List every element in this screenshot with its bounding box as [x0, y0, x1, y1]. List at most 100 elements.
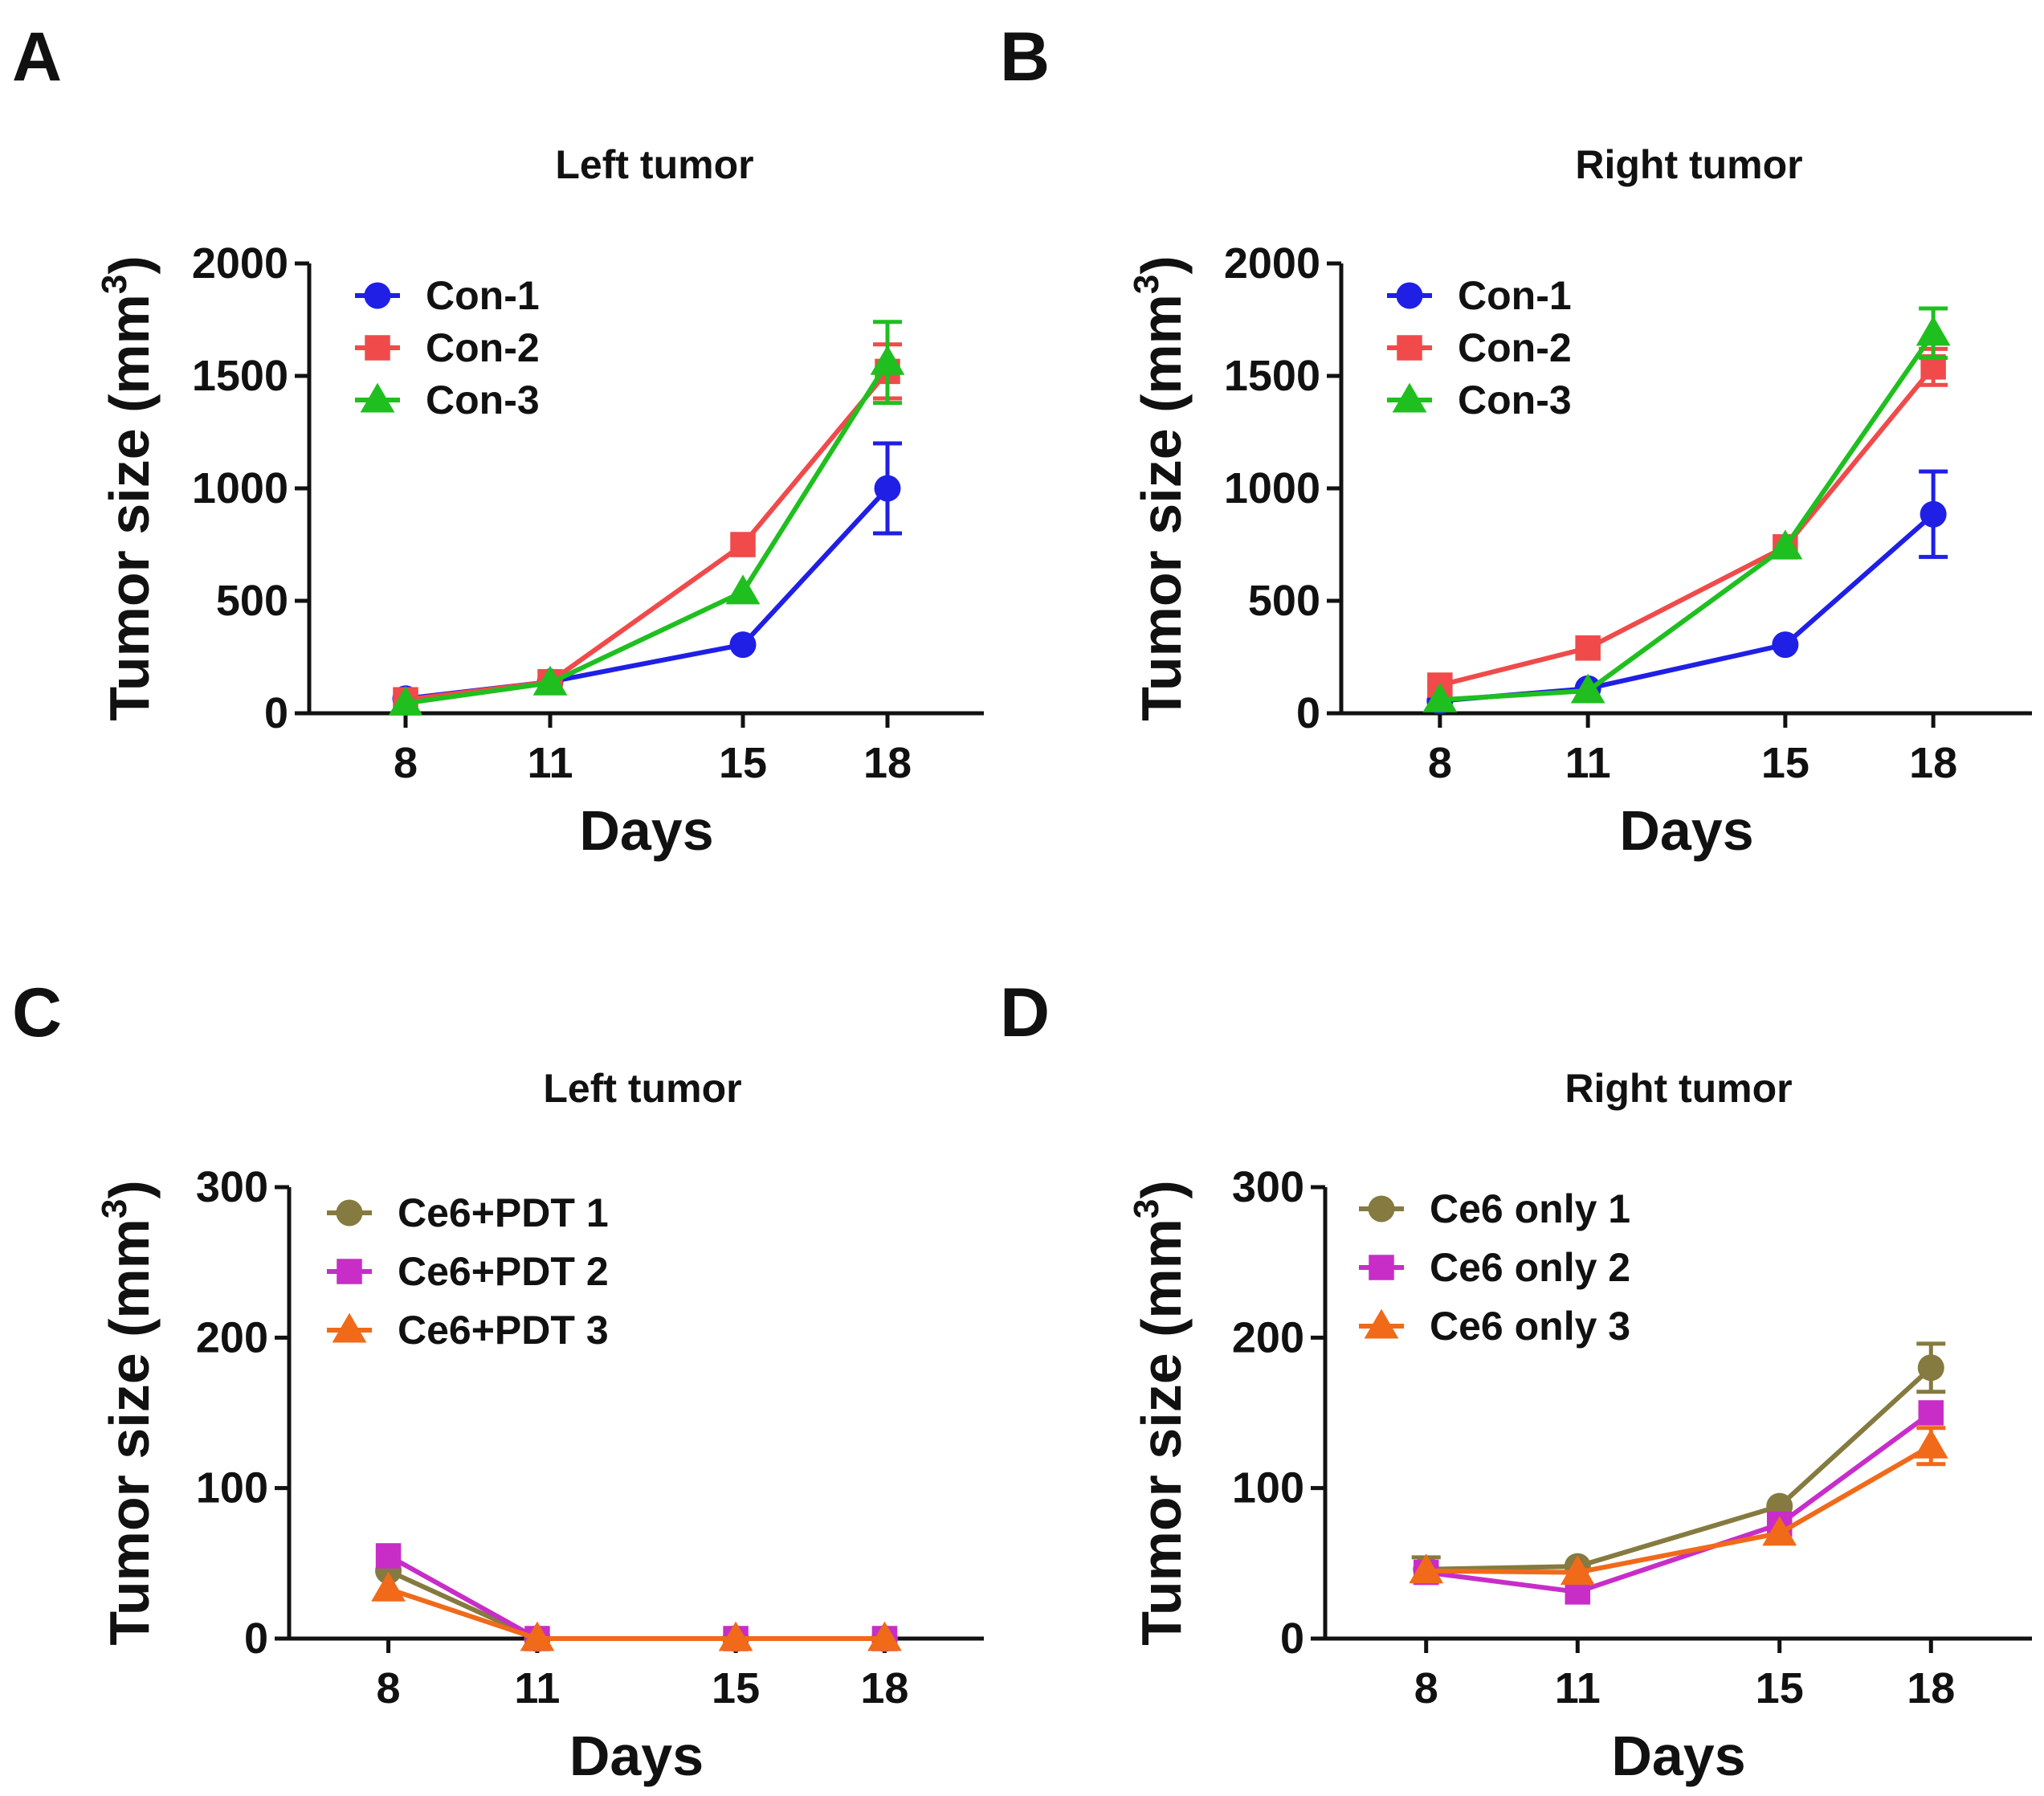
y-axis-label-main: Tumor size (mm	[98, 1218, 161, 1646]
data-point	[874, 475, 901, 502]
legend-label: Con-3	[426, 378, 540, 422]
y-tick-label: 200	[196, 1313, 268, 1361]
x-tick-label: 8	[1428, 739, 1452, 787]
y-axis-label-main: Tumor size (mm	[1130, 1218, 1193, 1646]
legend-item: Con-2	[1387, 325, 1572, 370]
y-tick-label: 1000	[192, 464, 288, 512]
data-point	[1917, 1354, 1944, 1382]
series-line	[387, 1553, 885, 1641]
legend-item: Con-1	[355, 273, 540, 318]
series-line	[1439, 332, 1936, 703]
data-point	[1409, 1553, 1444, 1584]
y-tick-label: 0	[244, 1614, 268, 1663]
y-tick-label: 0	[1280, 1614, 1304, 1663]
y-axis-label-main: Tumor size (mm	[1130, 294, 1193, 721]
series-line	[387, 1568, 885, 1641]
legend-label: Con-1	[426, 273, 540, 318]
chart-panel-c: C Left tumor 0 100 200 300 8 11 15 18 Days Tumor si…	[12, 974, 984, 1787]
legend-item: Con-3	[355, 378, 540, 422]
legend-marker	[1364, 1308, 1399, 1339]
legend-marker	[1369, 1255, 1394, 1280]
data-point	[520, 1621, 555, 1651]
data-point	[532, 665, 568, 696]
y-axis-label: Tumor size (mm3)	[95, 1180, 161, 1645]
y-axis-label-sup: 3	[95, 1199, 134, 1218]
series-line	[1439, 512, 1936, 704]
legend-marker	[1396, 282, 1423, 309]
legend-label: Ce6 only 1	[1430, 1186, 1630, 1231]
y-axis-label-main: Tumor size (mm	[98, 294, 161, 721]
data-point	[730, 532, 756, 557]
x-axis-label: Days	[569, 1725, 704, 1787]
data-point	[1768, 529, 1803, 560]
legend-marker	[1368, 1195, 1395, 1223]
legend-label: Ce6+PDT 3	[398, 1308, 609, 1353]
legend-item: Ce6 only 3	[1359, 1304, 1630, 1349]
x-tick-label: 11	[1555, 1664, 1601, 1712]
data-point	[1915, 316, 1951, 346]
legend-marker	[1397, 335, 1422, 361]
x-tick-label: 11	[527, 739, 573, 787]
data-point	[1772, 631, 1799, 659]
legend-label: Con-1	[1458, 273, 1572, 318]
y-axis-label: Tumor size (mm3)	[95, 255, 161, 720]
data-point	[1560, 1555, 1595, 1586]
y-tick-label: 1000	[1224, 464, 1320, 512]
y-axis-label-close: )	[1130, 1180, 1193, 1198]
x-tick-label: 18	[1909, 739, 1957, 787]
y-axis-label-close: )	[98, 255, 161, 274]
y-tick-label: 300	[196, 1163, 268, 1211]
legend-marker	[337, 1259, 362, 1284]
data-point	[729, 631, 757, 659]
x-tick-label: 18	[1907, 1664, 1955, 1712]
y-tick-label: 1500	[192, 352, 288, 400]
legend-item: Ce6+PDT 2	[327, 1249, 609, 1294]
y-tick-label: 0	[1296, 689, 1320, 737]
data-point	[718, 1621, 753, 1651]
x-tick-label: 18	[863, 739, 912, 787]
series-line	[387, 1586, 885, 1641]
panel-label: D	[1000, 974, 1050, 1051]
data-point	[375, 1543, 402, 1569]
chart-title: Left tumor	[555, 142, 753, 187]
y-axis-label-close: )	[1130, 255, 1193, 274]
data-point	[1575, 635, 1601, 661]
x-tick-label: 11	[514, 1664, 560, 1712]
x-tick-label: 8	[377, 1664, 401, 1712]
y-tick-label: 300	[1232, 1163, 1304, 1211]
legend-label: Con-3	[1458, 378, 1572, 422]
series-line	[1426, 1410, 1933, 1594]
series-con-3	[1422, 306, 1951, 712]
series-ce6-pdt-2	[375, 1543, 898, 1651]
y-tick-label: 1500	[1224, 352, 1320, 400]
chart-title: Right tumor	[1575, 142, 1802, 187]
series-line	[1426, 1443, 1932, 1575]
legend-marker	[332, 1312, 367, 1343]
data-point	[870, 345, 905, 375]
chart-title: Left tumor	[543, 1066, 741, 1111]
data-point	[1920, 500, 1947, 528]
panel-label: C	[12, 974, 62, 1051]
legend-marker	[336, 1199, 363, 1227]
y-tick-label: 0	[264, 689, 288, 737]
legend-label: Con-2	[426, 325, 540, 370]
y-tick-label: 100	[196, 1464, 268, 1512]
x-axis-label: Days	[579, 799, 713, 862]
x-axis-label: Days	[1611, 1725, 1745, 1787]
y-axis-label-sup: 3	[1127, 1199, 1166, 1218]
chart-panel-a: A Left tumor 0 500 1000 1500 2000 8 11 15 18 Days Tu…	[12, 18, 984, 862]
y-axis-label: Tumor size (mm3)	[1127, 1180, 1193, 1645]
y-tick-label: 200	[1232, 1313, 1304, 1361]
chart-title: Right tumor	[1565, 1066, 1792, 1111]
x-tick-label: 15	[1761, 739, 1809, 787]
x-tick-label: 15	[1756, 1664, 1804, 1712]
chart-panel-b: B Right tumor 0 500 1000 1500 2000 8 11 15 18 Days T…	[1000, 18, 2032, 862]
series-con-1	[1426, 469, 1948, 715]
legend-label: Con-2	[1458, 325, 1572, 370]
data-point	[1762, 1516, 1797, 1546]
x-axis-label: Days	[1619, 799, 1753, 862]
series-line	[405, 361, 890, 706]
y-tick-label: 2000	[192, 239, 288, 288]
data-point	[725, 574, 761, 605]
data-point	[1422, 682, 1458, 712]
